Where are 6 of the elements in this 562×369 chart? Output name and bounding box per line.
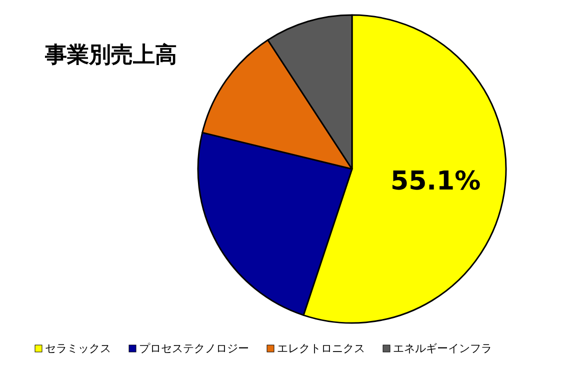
legend-label: エレクトロニクス bbox=[277, 342, 365, 356]
data-label: 55.1% bbox=[390, 166, 481, 197]
text: 事業別売上高 bbox=[44, 42, 177, 68]
legend-label: エネルギーインフラ bbox=[393, 342, 492, 356]
legend-label: セラミックス bbox=[45, 342, 111, 356]
legend-label: プロセステクノロジー bbox=[139, 342, 249, 356]
